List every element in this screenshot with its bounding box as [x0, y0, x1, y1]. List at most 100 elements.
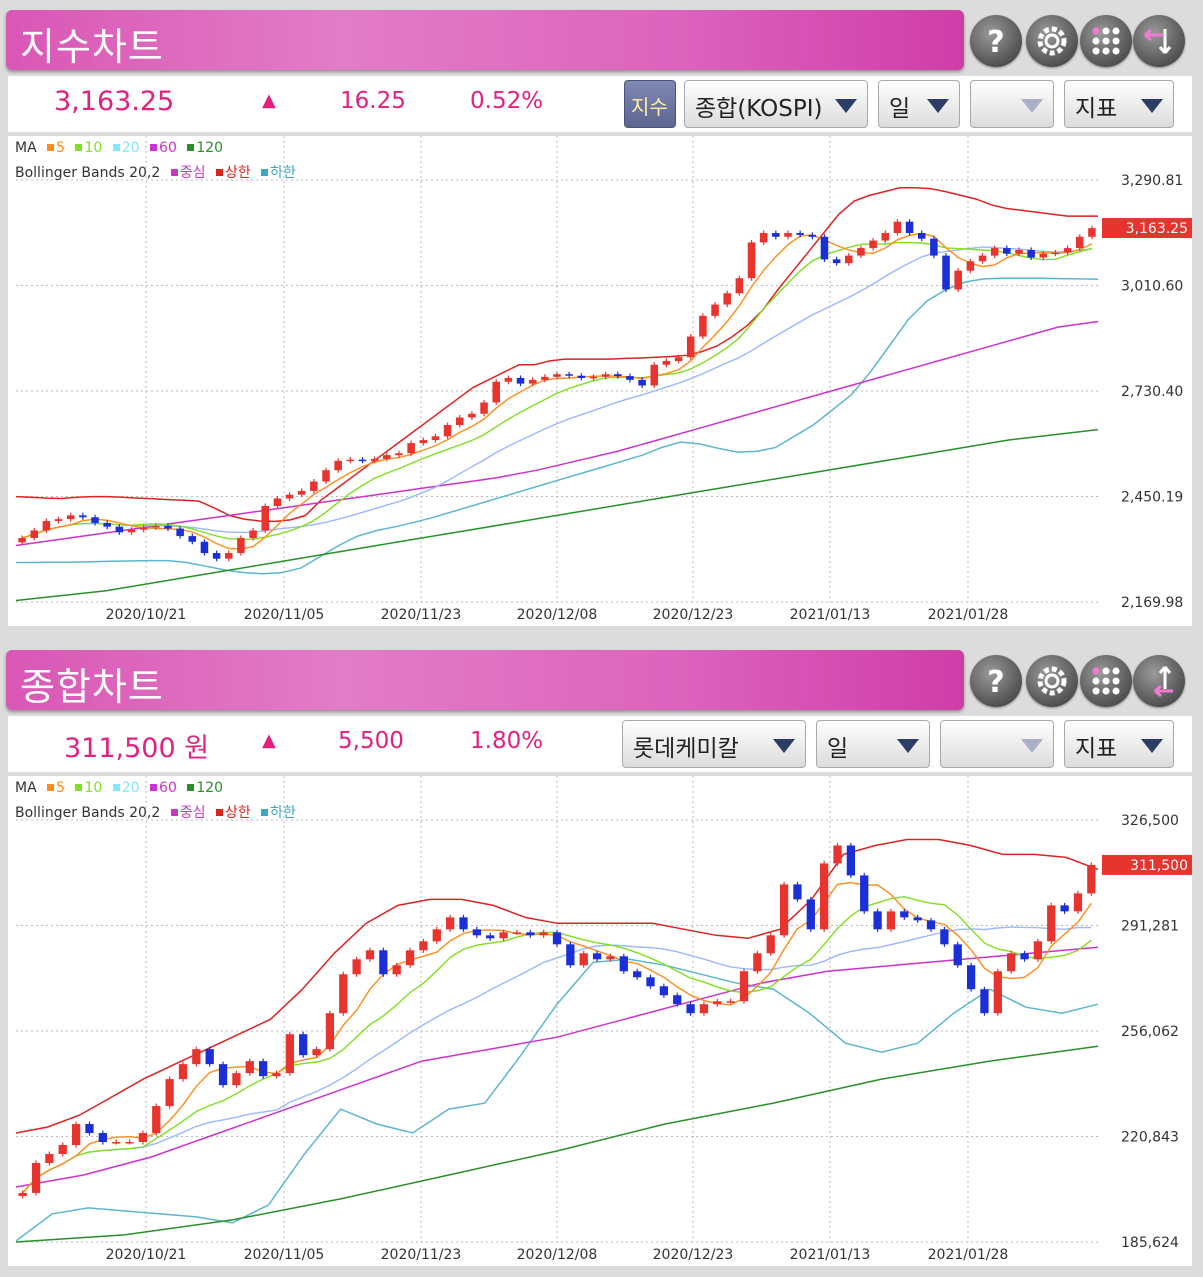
candle-body	[806, 899, 815, 930]
legend-swatch	[187, 144, 195, 151]
candle-body	[164, 525, 172, 529]
ma-60-label: 60	[159, 780, 177, 796]
index-chart[interactable]: 3,290.81 3,010.60 2,730.40 2,450.19 2,169.98…	[8, 136, 1192, 626]
candle-body	[112, 1142, 121, 1144]
market-select[interactable]: 종합(KOSPI)	[684, 80, 868, 128]
legend-swatch	[75, 784, 83, 791]
ma-10-label: 10	[84, 140, 103, 156]
candle-body	[626, 376, 634, 380]
moving-average-line	[22, 926, 1092, 1194]
swap-icon[interactable]	[1133, 655, 1185, 707]
candle-body	[512, 932, 522, 934]
x-tick-label: 2021/01/28	[928, 607, 1009, 623]
chevron-down-icon	[927, 99, 949, 113]
candle-body	[346, 459, 355, 462]
empty-select[interactable]	[970, 80, 1054, 128]
candle-body	[759, 233, 768, 243]
candle-body	[395, 453, 403, 456]
y-tick-label: 2,730.40	[1121, 384, 1183, 400]
gear-icon[interactable]	[1026, 655, 1078, 707]
chevron-down-icon	[1141, 739, 1163, 753]
y-tick-label: 3,290.81	[1121, 173, 1183, 189]
gear-icon[interactable]	[1026, 15, 1078, 67]
index-chart-svg[interactable]: 3,290.81 3,010.60 2,730.40 2,450.19 2,169.98…	[8, 136, 1192, 626]
ma-10-label: 10	[84, 780, 103, 796]
candle-body	[565, 374, 573, 376]
stock-chart-svg[interactable]: 326,500 291,281 256,062 220,843 185,624 2020/…	[8, 776, 1192, 1266]
series-line	[15, 1045, 1099, 1243]
ma-5-label: 5	[56, 140, 66, 156]
candle-body	[115, 526, 124, 533]
candle-body	[383, 455, 391, 459]
help-icon[interactable]: ?	[970, 655, 1022, 707]
candle-body	[820, 236, 829, 260]
ma-120-label: 120	[196, 780, 224, 796]
candle-body	[1047, 905, 1056, 942]
candle-body	[699, 1004, 709, 1014]
candle-body	[577, 375, 586, 378]
stock-select[interactable]: 롯데케미칼	[622, 720, 806, 768]
candle-body	[261, 505, 269, 531]
candle-body	[779, 884, 789, 936]
x-tick-label: 2020/11/05	[244, 1247, 325, 1263]
candle-body	[258, 1061, 268, 1077]
candle-body	[224, 553, 233, 559]
legend-swatch	[261, 809, 269, 816]
candle-body	[614, 374, 622, 377]
chevron-down-icon	[1021, 739, 1043, 753]
candle-body	[58, 1145, 67, 1155]
bb-legend-label: Bollinger Bands 20,2	[15, 805, 161, 821]
grid-icon[interactable]	[1080, 15, 1132, 67]
candle-body	[334, 460, 342, 471]
candle-body	[857, 248, 865, 256]
index-toggle-label: 지수	[631, 95, 668, 119]
candle-body	[723, 293, 731, 305]
candle-body	[91, 517, 99, 523]
candle-body	[846, 845, 856, 876]
candle-body	[966, 261, 975, 271]
panel-title: 지수차트	[20, 25, 164, 69]
indicator-select[interactable]: 지표	[1064, 720, 1174, 768]
y-tick-label: 291,281	[1121, 919, 1179, 935]
period-select[interactable]: 일	[816, 720, 930, 768]
chevron-down-icon	[773, 739, 795, 753]
ma-legend-label: MA	[15, 780, 37, 796]
candle-body	[459, 917, 468, 930]
bb-upper-label: 상한	[224, 805, 251, 821]
candle-body	[212, 553, 221, 559]
period-select[interactable]: 일	[878, 80, 960, 128]
candle-body	[1073, 893, 1083, 912]
y-tick-label: 2,169.98	[1121, 595, 1183, 611]
candle-body	[1027, 249, 1035, 258]
candle-body	[893, 221, 902, 234]
bb-mid-label: 중심	[179, 805, 206, 821]
current-price-tag	[1102, 854, 1192, 875]
candle-body	[753, 953, 762, 972]
candle-body	[539, 932, 548, 936]
indicator-select-label: 지표	[1075, 736, 1118, 762]
candle-body	[272, 1073, 281, 1077]
x-tick-label: 2020/10/21	[106, 1247, 187, 1263]
index-toggle-button[interactable]: 지수	[624, 80, 676, 128]
candle-body	[940, 929, 949, 945]
candle-body	[358, 459, 367, 462]
indicator-select[interactable]: 지표	[1064, 80, 1174, 128]
empty-select[interactable]	[940, 720, 1054, 768]
candle-body	[165, 1079, 174, 1107]
candle-body	[739, 971, 749, 1002]
grid-icon[interactable]	[1080, 655, 1132, 707]
swap-icon[interactable]	[1133, 15, 1185, 67]
candle-body	[833, 845, 842, 864]
panel-title-bar: 지수차트	[6, 10, 964, 70]
candle-body	[650, 364, 659, 386]
help-icon[interactable]: ?	[970, 15, 1022, 67]
stock-chart[interactable]: 326,500 291,281 256,062 220,843 185,624 2020/…	[8, 776, 1192, 1266]
current-price: 311,500 원	[64, 733, 210, 764]
series-line	[16, 277, 1099, 575]
candle-body	[528, 379, 537, 384]
candle-body	[419, 440, 428, 444]
candle-body	[990, 248, 999, 256]
candle-body	[365, 950, 375, 960]
candle-body	[772, 233, 780, 237]
y-tick-label: 326,500	[1121, 813, 1179, 829]
